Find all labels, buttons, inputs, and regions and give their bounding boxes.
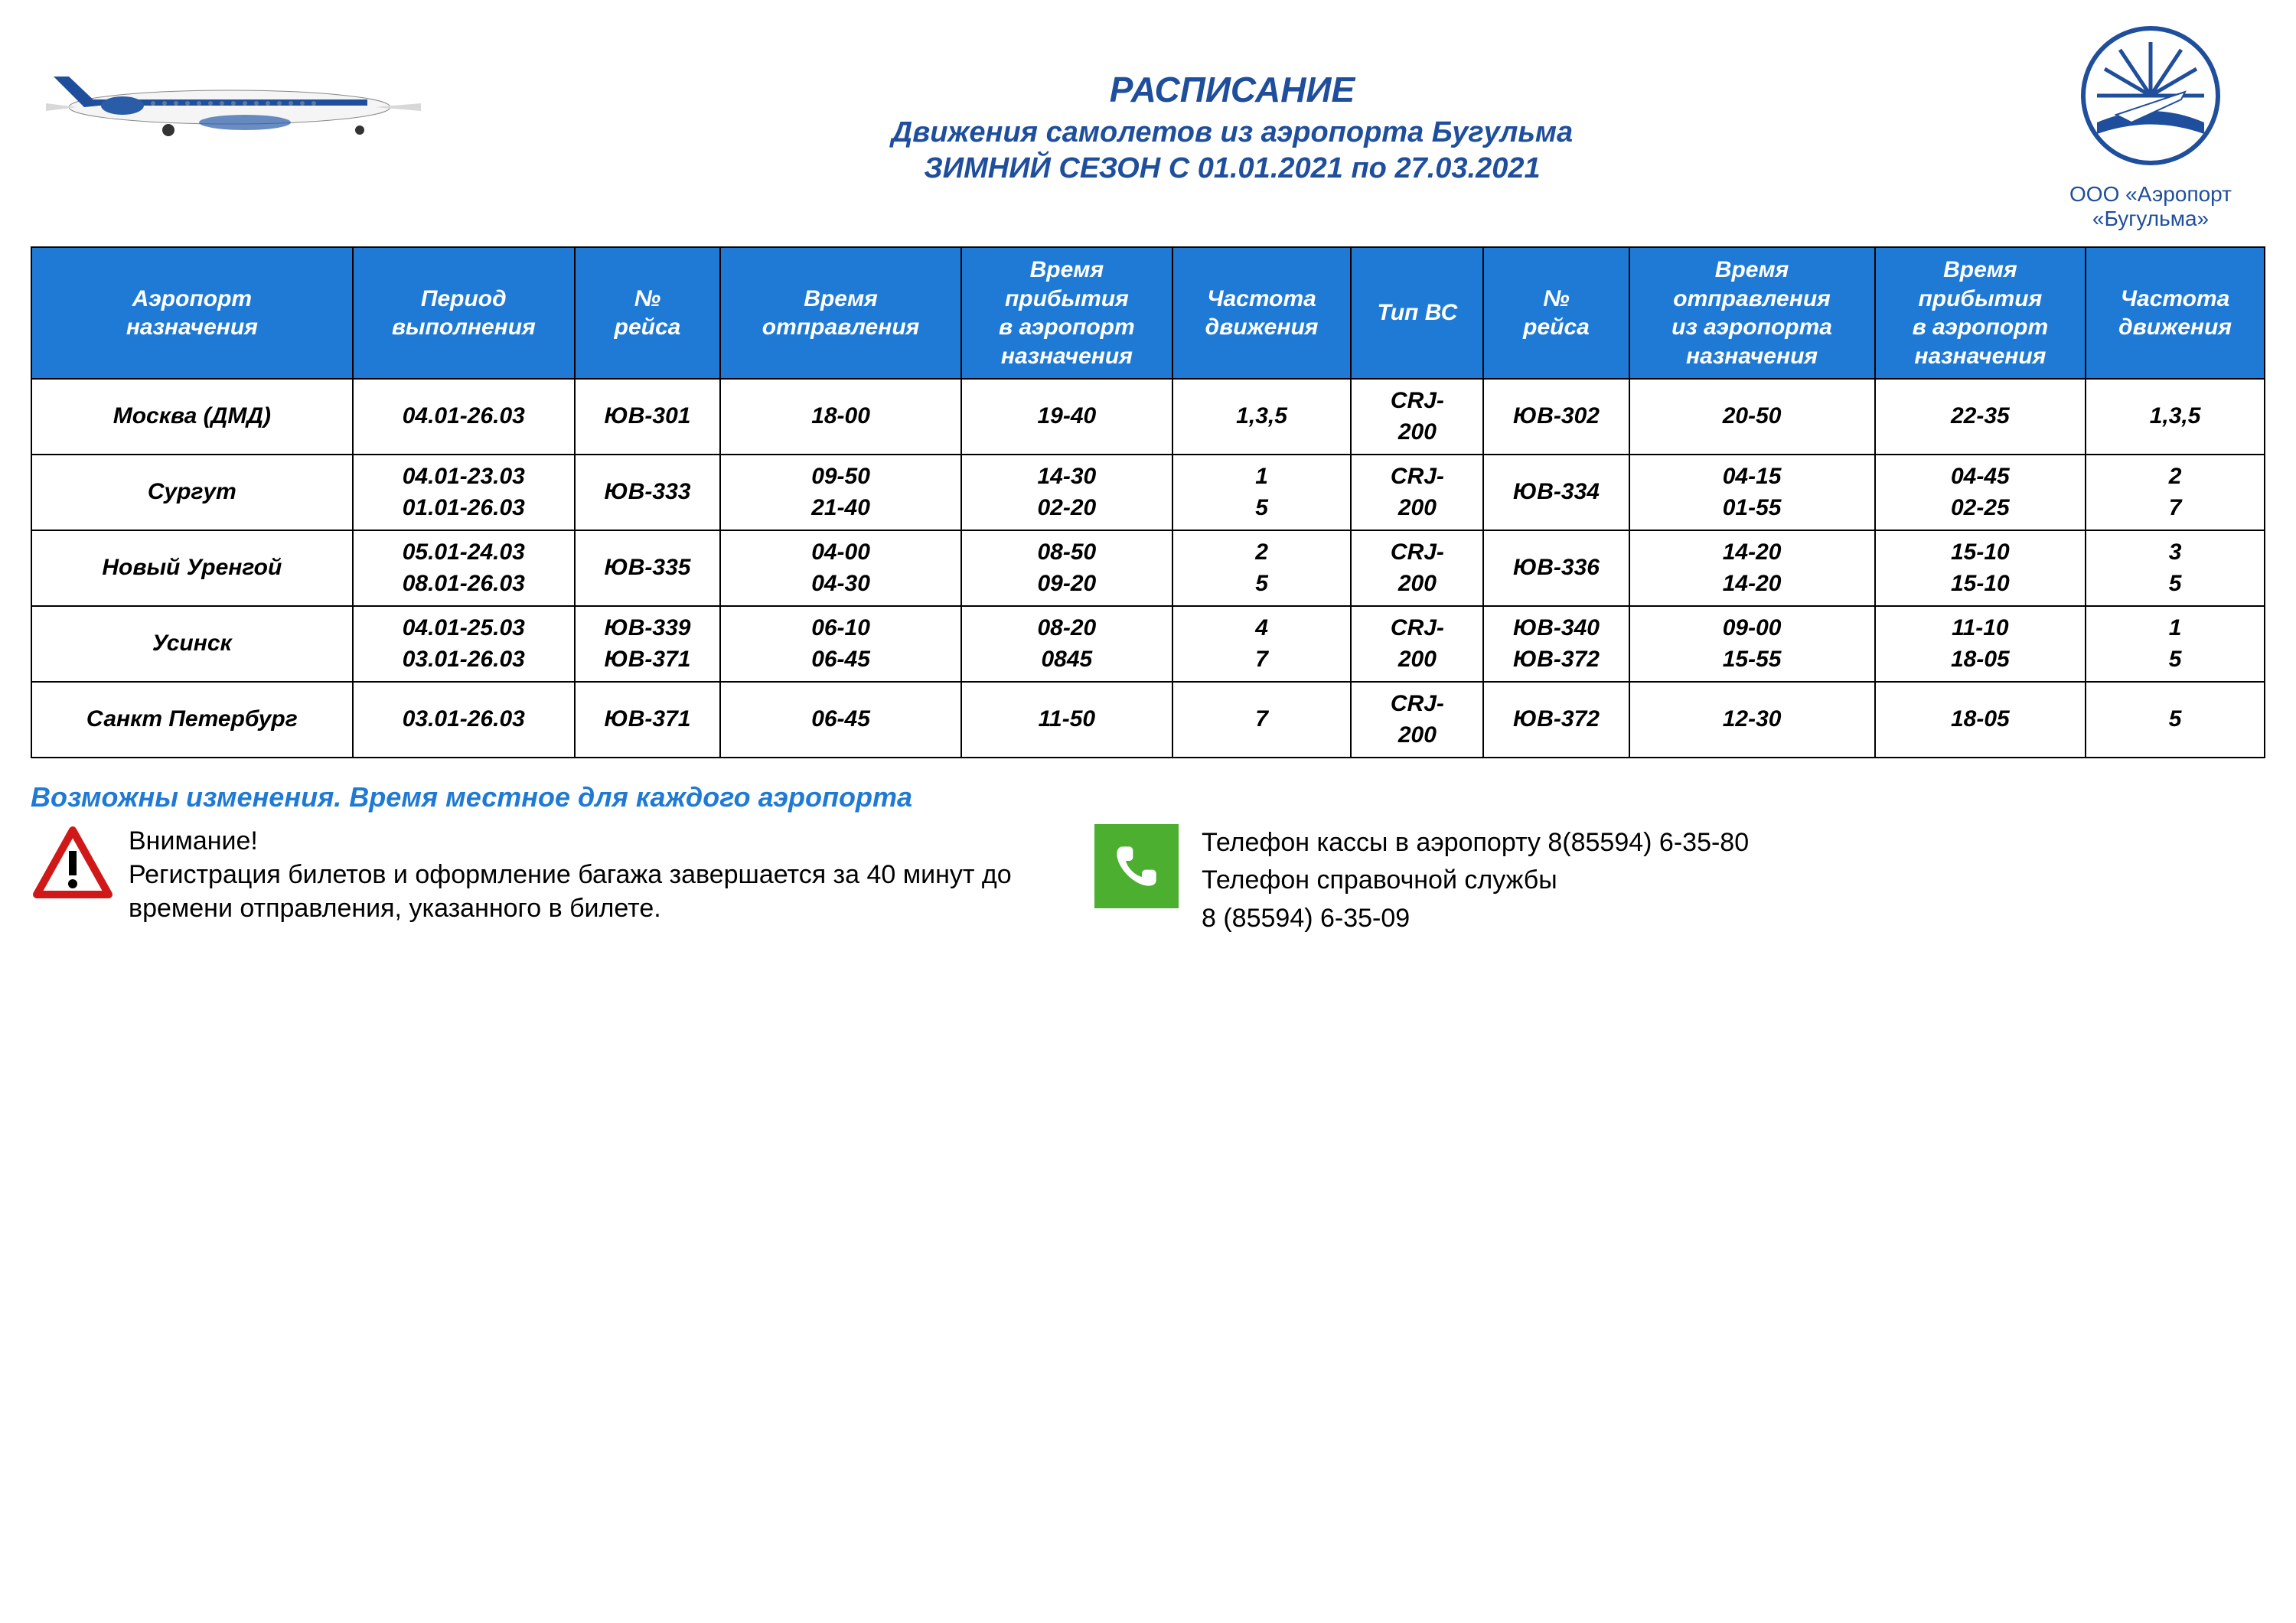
cell-flight-in: ЮВ-340 ЮВ-372 (1483, 606, 1629, 682)
cell-freq-out: 7 (1172, 682, 1352, 758)
cell-flight-out: ЮВ-335 (575, 530, 720, 606)
cell-freq-in: 1,3,5 (2086, 379, 2265, 455)
table-row: Новый Уренгой 05.01-24.03 08.01-26.03 ЮВ… (31, 530, 2265, 606)
col-aircraft: Тип ВС (1351, 247, 1483, 379)
title-block: РАСПИСАНИЕ Движения самолетов из аэропор… (429, 23, 2036, 188)
contact-line-2: Телефон справочной службы (1202, 862, 1749, 899)
cell-type: CRJ- 200 (1351, 455, 1483, 530)
cell-freq-out: 1,3,5 (1172, 379, 1352, 455)
cell-arr: 08-50 09-20 (961, 530, 1172, 606)
cell-arr: 08-20 0845 (961, 606, 1172, 682)
cell-arr-in: 15-10 15-10 (1875, 530, 2086, 606)
cell-dest: Санкт Петербург (31, 682, 353, 758)
airport-logo-icon (2063, 23, 2239, 176)
cell-arr: 11-50 (961, 682, 1172, 758)
cell-flight-out: ЮВ-371 (575, 682, 720, 758)
cell-freq-in: 5 (2086, 682, 2265, 758)
cell-type: CRJ- 200 (1351, 682, 1483, 758)
col-dep-in: Время отправления из аэропорта назначени… (1629, 247, 1875, 379)
cell-flight-in: ЮВ-302 (1483, 379, 1629, 455)
cell-flight-in: ЮВ-334 (1483, 455, 1629, 530)
cell-dep: 09-50 21-40 (720, 455, 961, 530)
warning-attention: Внимание! (129, 824, 1026, 858)
cell-arr: 14-30 02-20 (961, 455, 1172, 530)
table-row: Москва (ДМД) 04.01-26.03 ЮВ-301 18-00 19… (31, 379, 2265, 455)
cell-dep-in: 14-20 14-20 (1629, 530, 1875, 606)
cell-flight-out: ЮВ-339 ЮВ-371 (575, 606, 720, 682)
cell-dep: 18-00 (720, 379, 961, 455)
cell-dep: 04-00 04-30 (720, 530, 961, 606)
col-arr-in: Время прибытия в аэропорт назначения (1875, 247, 2086, 379)
airplane-image (31, 23, 429, 161)
cell-freq-in: 1 5 (2086, 606, 2265, 682)
cell-freq-out: 1 5 (1172, 455, 1352, 530)
cell-dest: Новый Уренгой (31, 530, 353, 606)
cell-arr-in: 18-05 (1875, 682, 2086, 758)
cell-type: CRJ- 200 (1351, 379, 1483, 455)
col-departure: Время отправления (720, 247, 961, 379)
cell-dep-in: 09-00 15-55 (1629, 606, 1875, 682)
cell-dep-in: 04-15 01-55 (1629, 455, 1875, 530)
logo-block: ООО «Аэропорт «Бугульма» (2036, 23, 2265, 231)
col-freq-out: Частота движения (1172, 247, 1352, 379)
table-body: Москва (ДМД) 04.01-26.03 ЮВ-301 18-00 19… (31, 379, 2265, 758)
contacts-block: Телефон кассы в аэропорту 8(85594) 6-35-… (1202, 824, 1749, 937)
cell-dest: Усинск (31, 606, 353, 682)
phone-icon (1094, 824, 1179, 908)
page-subtitle-2: ЗИМНИЙ СЕЗОН С 01.01.2021 по 27.03.2021 (429, 152, 2036, 185)
cell-arr-in: 11-10 18-05 (1875, 606, 2086, 682)
cell-flight-out: ЮВ-333 (575, 455, 720, 530)
notice-text: Возможны изменения. Время местное для ка… (31, 781, 2265, 813)
logo-caption: ООО «Аэропорт «Бугульма» (2036, 182, 2265, 231)
cell-dep-in: 20-50 (1629, 379, 1875, 455)
cell-freq-out: 4 7 (1172, 606, 1352, 682)
table-row: Санкт Петербург 03.01-26.03 ЮВ-371 06-45… (31, 682, 2265, 758)
footer: Внимание! Регистрация билетов и оформлен… (31, 824, 2265, 937)
cell-arr-in: 04-45 02-25 (1875, 455, 2086, 530)
cell-type: CRJ- 200 (1351, 530, 1483, 606)
cell-freq-in: 2 7 (2086, 455, 2265, 530)
header: РАСПИСАНИЕ Движения самолетов из аэропор… (31, 23, 2265, 231)
cell-period: 04.01-23.03 01.01-26.03 (353, 455, 575, 530)
contact-line-1: Телефон кассы в аэропорту 8(85594) 6-35-… (1202, 824, 1749, 862)
page-subtitle-1: Движения самолетов из аэропорта Бугульма (429, 116, 2036, 149)
cell-type: CRJ- 200 (1351, 606, 1483, 682)
cell-dep: 06-45 (720, 682, 961, 758)
col-arrival: Время прибытия в аэропорт назначения (961, 247, 1172, 379)
cell-arr-in: 22-35 (1875, 379, 2086, 455)
cell-period: 05.01-24.03 08.01-26.03 (353, 530, 575, 606)
cell-period: 03.01-26.03 (353, 682, 575, 758)
col-flight-out: № рейса (575, 247, 720, 379)
table-row: Сургут 04.01-23.03 01.01-26.03 ЮВ-333 09… (31, 455, 2265, 530)
cell-period: 04.01-26.03 (353, 379, 575, 455)
warning-block: Внимание! Регистрация билетов и оформлен… (31, 824, 1026, 926)
cell-dep-in: 12-30 (1629, 682, 1875, 758)
col-destination: Аэропорт назначения (31, 247, 353, 379)
warning-text: Внимание! Регистрация билетов и оформлен… (129, 824, 1026, 926)
col-flight-in: № рейса (1483, 247, 1629, 379)
schedule-table: Аэропорт назначения Период выполнения № … (31, 246, 2265, 758)
col-freq-in: Частота движения (2086, 247, 2265, 379)
cell-dep: 06-10 06-45 (720, 606, 961, 682)
cell-flight-in: ЮВ-372 (1483, 682, 1629, 758)
cell-dest: Москва (ДМД) (31, 379, 353, 455)
table-header-row: Аэропорт назначения Период выполнения № … (31, 247, 2265, 379)
warning-body: Регистрация билетов и оформление багажа … (129, 858, 1026, 925)
cell-freq-in: 3 5 (2086, 530, 2265, 606)
cell-arr: 19-40 (961, 379, 1172, 455)
cell-freq-out: 2 5 (1172, 530, 1352, 606)
cell-period: 04.01-25.03 03.01-26.03 (353, 606, 575, 682)
page-title: РАСПИСАНИЕ (429, 69, 2036, 110)
table-row: Усинск 04.01-25.03 03.01-26.03 ЮВ-339 ЮВ… (31, 606, 2265, 682)
cell-flight-in: ЮВ-336 (1483, 530, 1629, 606)
col-period: Период выполнения (353, 247, 575, 379)
warning-icon (31, 824, 115, 901)
cell-dest: Сургут (31, 455, 353, 530)
contact-line-3: 8 (85594) 6-35-09 (1202, 900, 1749, 937)
cell-flight-out: ЮВ-301 (575, 379, 720, 455)
